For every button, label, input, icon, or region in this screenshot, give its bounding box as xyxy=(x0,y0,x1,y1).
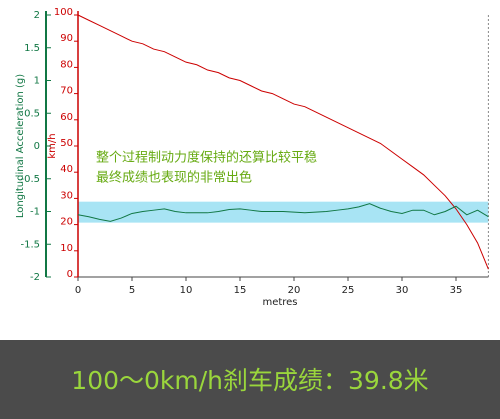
y-axis-label: km/h xyxy=(47,133,58,158)
series-line xyxy=(77,203,489,222)
x-tick-label: 20 xyxy=(288,285,301,296)
y2-tick-label: -1.5 xyxy=(20,239,40,250)
y-tick-label: 60 xyxy=(60,112,73,123)
y2-tick-label: 0.5 xyxy=(24,108,40,119)
series-line xyxy=(77,14,489,270)
y2-tick-label: 0 xyxy=(34,141,40,152)
y-tick-label: 90 xyxy=(60,33,73,44)
y-tick-label: 0 xyxy=(67,269,73,280)
y2-axis-label: Longitudinal Acceleration (g) xyxy=(15,74,26,218)
y2-tick-label: -0.5 xyxy=(20,174,40,185)
annotation: 最终成绩也表现的非常出色 xyxy=(96,170,252,186)
y-tick-label: 100 xyxy=(54,7,73,18)
y-tick-label: 20 xyxy=(60,217,73,228)
x-tick-label: 30 xyxy=(396,285,409,296)
x-tick-label: 0 xyxy=(75,285,81,296)
x-tick-label: 15 xyxy=(234,285,247,296)
x-tick-label: 25 xyxy=(342,285,355,296)
x-tick-label: 10 xyxy=(180,285,193,296)
y-tick-label: 50 xyxy=(60,138,73,149)
y2-tick-label: -2 xyxy=(30,272,40,283)
y-tick-label: 70 xyxy=(60,86,73,97)
y-tick-label: 10 xyxy=(60,243,73,254)
y-tick-label: 80 xyxy=(60,59,73,70)
annotation: 整个过程制动力度保持的还算比较平稳 xyxy=(96,150,317,166)
x-tick-label: 5 xyxy=(129,285,135,296)
x-tick-label: 35 xyxy=(450,285,463,296)
y2-tick-label: 1 xyxy=(34,76,40,87)
band xyxy=(78,201,489,223)
y-tick-label: 40 xyxy=(60,164,73,175)
x-axis-label: metres xyxy=(262,297,297,308)
y2-tick-label: 1.5 xyxy=(24,43,40,54)
y-tick-label: 30 xyxy=(60,190,73,201)
banner-text: 100～0km/h刹车成绩：39.8米 xyxy=(71,366,428,395)
y2-tick-label: -1 xyxy=(30,207,40,218)
banner-bg xyxy=(0,340,500,419)
y2-tick-label: 2 xyxy=(34,10,40,21)
